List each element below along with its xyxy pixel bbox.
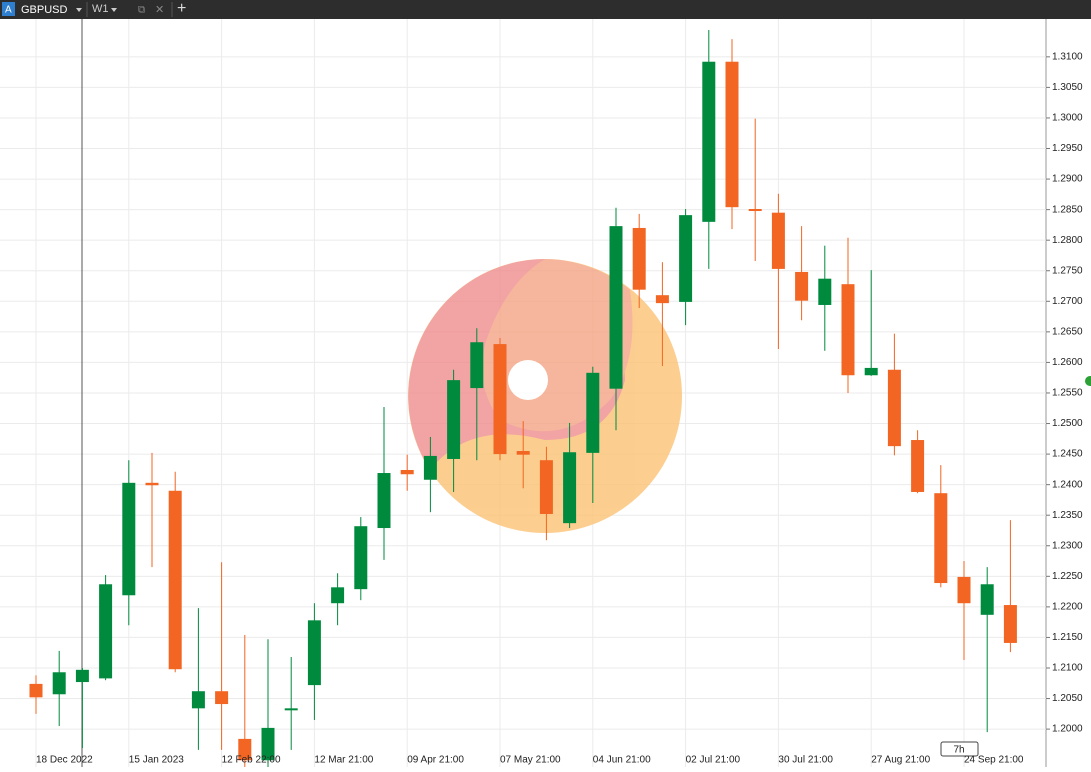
candle-body bbox=[795, 271, 809, 301]
candle-body bbox=[771, 212, 785, 269]
y-tick-label: 1.2800 bbox=[1052, 235, 1083, 246]
add-tab[interactable]: + bbox=[177, 0, 186, 17]
candle-body bbox=[493, 344, 507, 455]
candle-body bbox=[331, 587, 345, 604]
price-marker bbox=[1085, 376, 1091, 386]
candle-body bbox=[191, 691, 205, 709]
candle-body bbox=[470, 342, 484, 389]
candle-body bbox=[354, 526, 368, 590]
x-tick-label: 04 Jun 21:00 bbox=[593, 755, 651, 766]
dropdown[interactable] bbox=[76, 8, 82, 12]
detach[interactable]: ⧉ bbox=[138, 5, 145, 16]
candle-body bbox=[1003, 605, 1017, 643]
candle-body bbox=[818, 278, 832, 305]
y-tick-label: 1.2650 bbox=[1052, 326, 1083, 337]
y-tick-label: 1.2550 bbox=[1052, 388, 1083, 399]
candle-body bbox=[99, 584, 113, 679]
x-tick-label: 12 Mar 21:00 bbox=[314, 755, 373, 766]
y-tick-label: 1.3000 bbox=[1052, 113, 1083, 124]
candle-body bbox=[586, 372, 600, 453]
candle-body bbox=[29, 683, 43, 698]
symbol-icon-letter: A bbox=[5, 5, 12, 16]
candle-body bbox=[679, 215, 693, 302]
candle-body bbox=[980, 584, 994, 615]
x-tick-label: 09 Apr 21:00 bbox=[407, 755, 464, 766]
candle-body bbox=[748, 209, 762, 212]
candle-body bbox=[841, 284, 855, 376]
candle-body bbox=[400, 469, 414, 475]
candle-body bbox=[75, 669, 89, 683]
y-tick-label: 1.2200 bbox=[1052, 602, 1083, 613]
x-tick-label: 27 Aug 21:00 bbox=[871, 755, 930, 766]
spinner-hole bbox=[508, 360, 548, 400]
y-tick-label: 1.3050 bbox=[1052, 82, 1083, 93]
y-tick-label: 1.2100 bbox=[1052, 663, 1083, 674]
y-tick-label: 1.2350 bbox=[1052, 510, 1083, 521]
candle-body bbox=[702, 61, 716, 222]
y-tick-label: 1.2500 bbox=[1052, 418, 1083, 429]
y-tick-label: 1.2750 bbox=[1052, 265, 1083, 276]
close[interactable]: ✕ bbox=[155, 4, 164, 16]
loading-spinner bbox=[408, 259, 682, 533]
candle-body bbox=[911, 440, 925, 492]
time-badge bbox=[940, 741, 979, 757]
time-badge-label: 7h bbox=[953, 745, 964, 756]
candle-body bbox=[934, 493, 948, 584]
y-tick-label: 1.2700 bbox=[1052, 296, 1083, 307]
candle-body bbox=[957, 576, 971, 604]
y-tick-label: 1.2600 bbox=[1052, 357, 1083, 368]
candle-body bbox=[284, 708, 298, 711]
candle-body bbox=[516, 451, 530, 455]
candle-body bbox=[632, 227, 646, 290]
dropdown[interactable] bbox=[111, 8, 117, 12]
candle-body bbox=[655, 295, 669, 304]
candle-body bbox=[122, 482, 136, 596]
y-tick-label: 1.2950 bbox=[1052, 143, 1083, 154]
candle-body bbox=[168, 490, 182, 670]
timeframe[interactable]: W1 bbox=[92, 3, 109, 15]
y-tick-label: 1.2400 bbox=[1052, 479, 1083, 490]
candle-body bbox=[539, 460, 553, 514]
candle-body bbox=[377, 473, 391, 529]
candle-body bbox=[238, 738, 252, 761]
x-tick-label: 02 Jul 21:00 bbox=[686, 755, 741, 766]
toolbar bbox=[0, 0, 1091, 19]
candle-body bbox=[725, 61, 739, 208]
y-tick-label: 1.3100 bbox=[1052, 51, 1083, 62]
symbol[interactable]: GBPUSD bbox=[21, 4, 68, 16]
y-tick-label: 1.2850 bbox=[1052, 204, 1083, 215]
candle-body bbox=[447, 380, 461, 459]
x-tick-label: 24 Sep 21:00 bbox=[964, 755, 1024, 766]
x-tick-label: 12 Feb 22:00 bbox=[222, 755, 281, 766]
y-tick-label: 1.2450 bbox=[1052, 449, 1083, 460]
y-tick-label: 1.2000 bbox=[1052, 724, 1083, 735]
candle-body bbox=[52, 672, 66, 695]
y-tick-label: 1.2150 bbox=[1052, 632, 1083, 643]
candle-body bbox=[887, 369, 901, 447]
symbol-icon[interactable] bbox=[2, 2, 15, 16]
candle-body bbox=[423, 455, 437, 480]
candles bbox=[29, 29, 1017, 767]
x-tick-label: 07 May 21:00 bbox=[500, 755, 561, 766]
y-tick-label: 1.2300 bbox=[1052, 540, 1083, 551]
y-tick-label: 1.2250 bbox=[1052, 571, 1083, 582]
x-tick-label: 15 Jan 2023 bbox=[129, 755, 184, 766]
candle-body bbox=[215, 691, 229, 705]
candle-body bbox=[145, 482, 159, 486]
x-tick-label: 18 Dec 2022 bbox=[36, 755, 93, 766]
candle-body bbox=[609, 226, 623, 389]
x-tick-label: 30 Jul 21:00 bbox=[778, 755, 833, 766]
candle-body bbox=[864, 367, 878, 376]
candle-body bbox=[563, 452, 577, 524]
candle-body bbox=[307, 620, 321, 686]
candle-body bbox=[261, 727, 275, 761]
y-tick-label: 1.2050 bbox=[1052, 693, 1083, 704]
y-tick-label: 1.2900 bbox=[1052, 174, 1083, 185]
